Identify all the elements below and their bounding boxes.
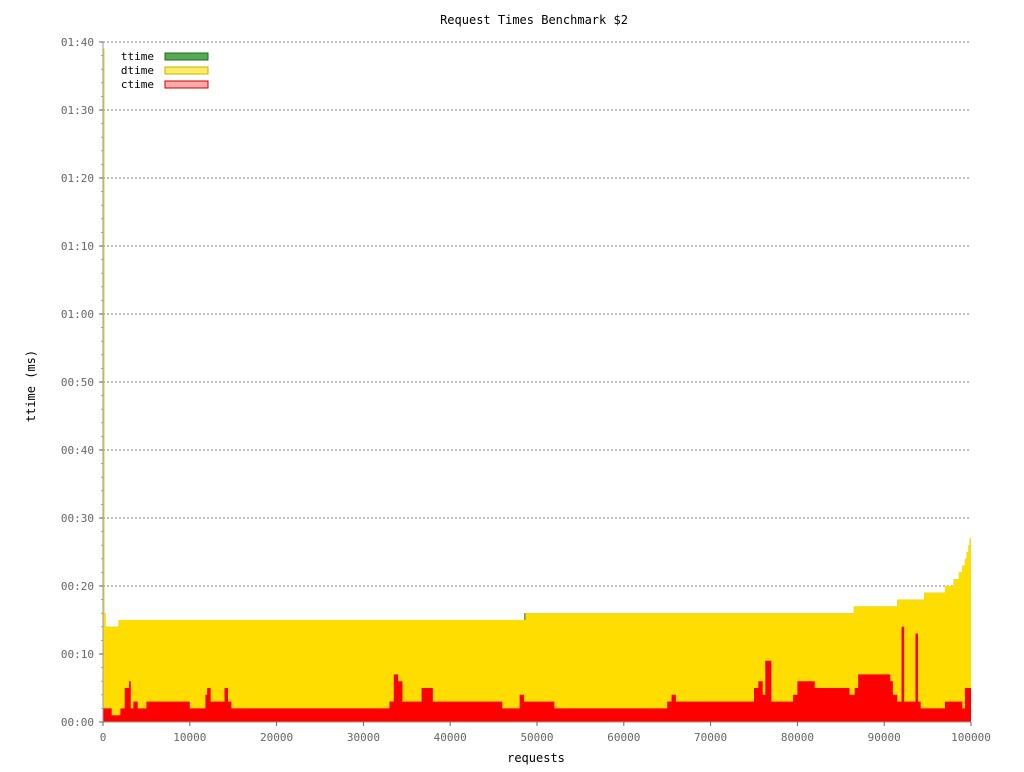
legend-label-dtime: dtime xyxy=(121,64,154,77)
y-tick-label: 00:30 xyxy=(61,512,94,525)
y-tick-label: 00:50 xyxy=(61,376,94,389)
x-tick-label: 20000 xyxy=(260,731,293,744)
legend-label-ttime: ttime xyxy=(121,50,154,63)
x-tick-label: 60000 xyxy=(607,731,640,744)
x-tick-label: 0 xyxy=(100,731,107,744)
grid-lines xyxy=(103,42,971,654)
y-tick-label: 01:40 xyxy=(61,36,94,49)
chart-title: Request Times Benchmark $2 xyxy=(440,13,628,27)
series-area-dtime xyxy=(103,49,971,722)
x-tick-label: 40000 xyxy=(434,731,467,744)
y-tick-label: 01:20 xyxy=(61,172,94,185)
y-axis-label: ttime (ms) xyxy=(24,350,38,422)
y-tick-label: 01:00 xyxy=(61,308,94,321)
x-tick-label: 30000 xyxy=(347,731,380,744)
x-tick-label: 10000 xyxy=(173,731,206,744)
x-tick-label: 70000 xyxy=(694,731,727,744)
x-tick-label: 90000 xyxy=(868,731,901,744)
y-tick-label: 01:10 xyxy=(61,240,94,253)
y-tick-label: 00:00 xyxy=(61,716,94,729)
plot-areas xyxy=(103,49,971,722)
legend-swatch-ctime xyxy=(165,81,208,88)
x-tick-label: 80000 xyxy=(781,731,814,744)
legend-swatch-dtime xyxy=(165,67,208,74)
legend-label-ctime: ctime xyxy=(121,78,154,91)
y-tick-label: 01:30 xyxy=(61,104,94,117)
x-tick-label: 50000 xyxy=(520,731,553,744)
y-tick-label: 00:20 xyxy=(61,580,94,593)
x-tick-label: 100000 xyxy=(951,731,991,744)
x-axis-label: requests xyxy=(507,751,565,765)
y-tick-label: 00:40 xyxy=(61,444,94,457)
y-tick-label: 00:10 xyxy=(61,648,94,661)
legend-swatch-ttime xyxy=(165,53,208,60)
